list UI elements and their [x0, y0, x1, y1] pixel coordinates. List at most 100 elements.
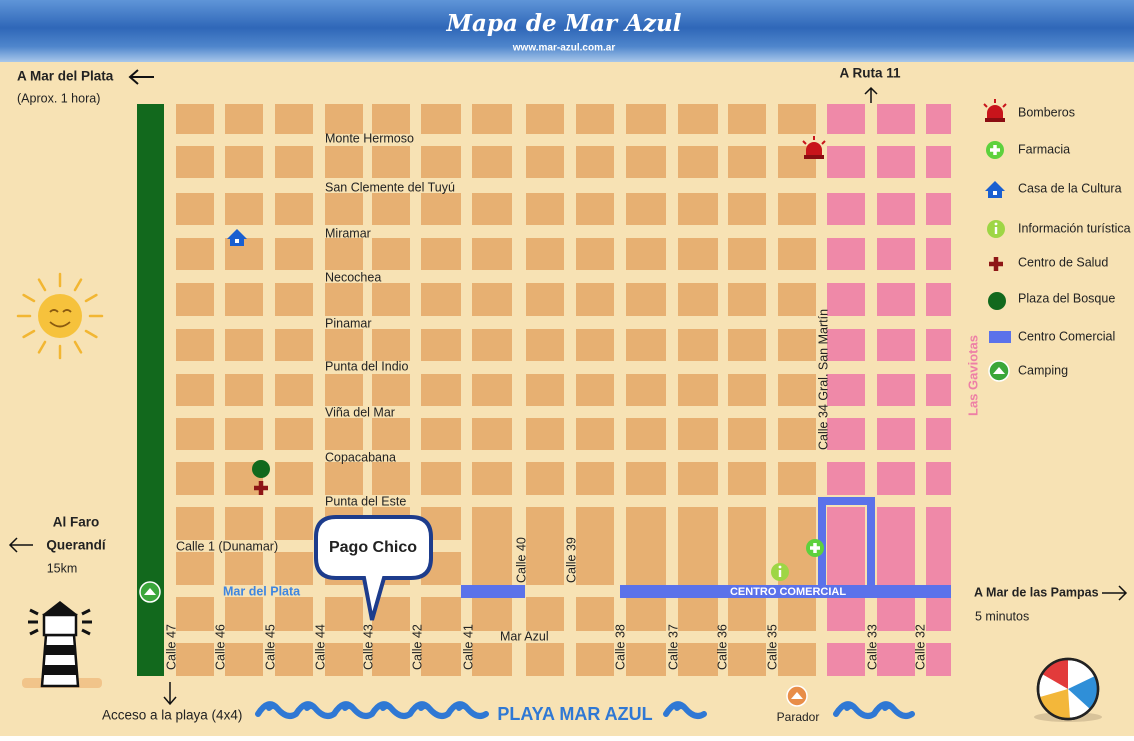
icon-info-dot: [778, 565, 782, 569]
block: [472, 146, 512, 178]
block: [275, 283, 313, 316]
block: [778, 418, 816, 450]
calle-label: Calle 45: [263, 624, 277, 670]
block: [176, 283, 214, 316]
street-label: Punta del Este: [325, 494, 406, 508]
legend-label: Casa de la Cultura: [1018, 181, 1122, 195]
block: [728, 238, 766, 270]
calle-labels: Calle 47 Calle 46 Calle 45 Calle 44 Calle 43…: [164, 309, 927, 670]
block: [926, 418, 951, 450]
block: [926, 238, 951, 270]
calle-label: Calle 43: [361, 624, 375, 670]
block: [728, 283, 766, 316]
direction-label: Al Faro: [53, 515, 100, 530]
sun-ray: [22, 329, 36, 339]
icon-info-bar: [778, 570, 782, 577]
block: [728, 193, 766, 225]
block: [225, 374, 263, 406]
block: [626, 104, 666, 134]
block: [827, 146, 865, 178]
icon-info-dot: [994, 222, 998, 226]
block: [778, 283, 816, 316]
sun-ray: [22, 293, 36, 303]
block: [576, 462, 614, 495]
block: [626, 374, 666, 406]
icon-salud: [254, 481, 268, 495]
block: [372, 462, 410, 495]
block: [526, 462, 564, 495]
lamp-room: [42, 613, 78, 637]
block: [728, 329, 766, 361]
block: [372, 374, 410, 406]
block: [325, 283, 363, 316]
direction-note: 5 minutos: [975, 609, 1029, 623]
block: [678, 193, 718, 225]
block: [176, 507, 214, 540]
block: [526, 507, 564, 585]
icon-bomberos-base: [985, 118, 1005, 122]
block: [526, 418, 564, 450]
block: [372, 643, 410, 676]
block: [728, 418, 766, 450]
block: [472, 418, 512, 450]
icons: [139, 99, 1011, 707]
block: [176, 329, 214, 361]
direction-note: 15km: [47, 561, 78, 575]
block: [926, 283, 951, 316]
legend-label: Camping: [1018, 363, 1068, 377]
street-label: Punta del Indio: [325, 359, 408, 373]
block: [275, 329, 313, 361]
street-label: Monte Hermoso: [325, 131, 414, 145]
legend-label: Farmacia: [1018, 142, 1070, 156]
block: [275, 643, 313, 676]
block: [421, 374, 461, 406]
block: [325, 643, 363, 676]
street-label: Mar del Plata: [223, 584, 301, 598]
block: [926, 597, 951, 631]
block: [778, 238, 816, 270]
icon-bomberos-base: [804, 155, 824, 159]
block: [678, 597, 718, 631]
centro-comercial: [461, 497, 951, 598]
block: [472, 462, 512, 495]
icon-info-bar: [994, 227, 998, 234]
block: [526, 193, 564, 225]
arrow: [163, 682, 177, 706]
block: [827, 238, 865, 270]
icon-casa: [985, 181, 1005, 198]
block: [176, 146, 214, 178]
block: [877, 643, 915, 676]
block: [576, 238, 614, 270]
sun-ray: [73, 340, 83, 354]
block: [372, 329, 410, 361]
icon-plaza: [988, 292, 1006, 310]
block: [626, 193, 666, 225]
block: [778, 374, 816, 406]
sun-ray: [84, 293, 98, 303]
block: [472, 329, 512, 361]
map-subtitle: www.mar-azul.com.ar: [512, 43, 616, 54]
block: [877, 283, 915, 316]
block: [778, 462, 816, 495]
block: [372, 104, 410, 134]
block: [877, 104, 915, 134]
block: [176, 374, 214, 406]
block: [372, 238, 410, 270]
block: [225, 643, 263, 676]
block: [728, 643, 766, 676]
icon-camping-tent: [993, 367, 1005, 374]
block: [678, 238, 718, 270]
wave: [255, 701, 489, 719]
block: [225, 597, 263, 631]
commercial-street: [867, 497, 875, 587]
block: [728, 146, 766, 178]
block: [778, 329, 816, 361]
commercial-street: [818, 497, 826, 587]
block: [325, 374, 363, 406]
calle-label: Calle 40: [514, 537, 528, 583]
street-label: Mar Azul: [500, 629, 549, 643]
block: [778, 597, 816, 631]
block: [325, 238, 363, 270]
calle-label: Calle 39: [564, 537, 578, 583]
